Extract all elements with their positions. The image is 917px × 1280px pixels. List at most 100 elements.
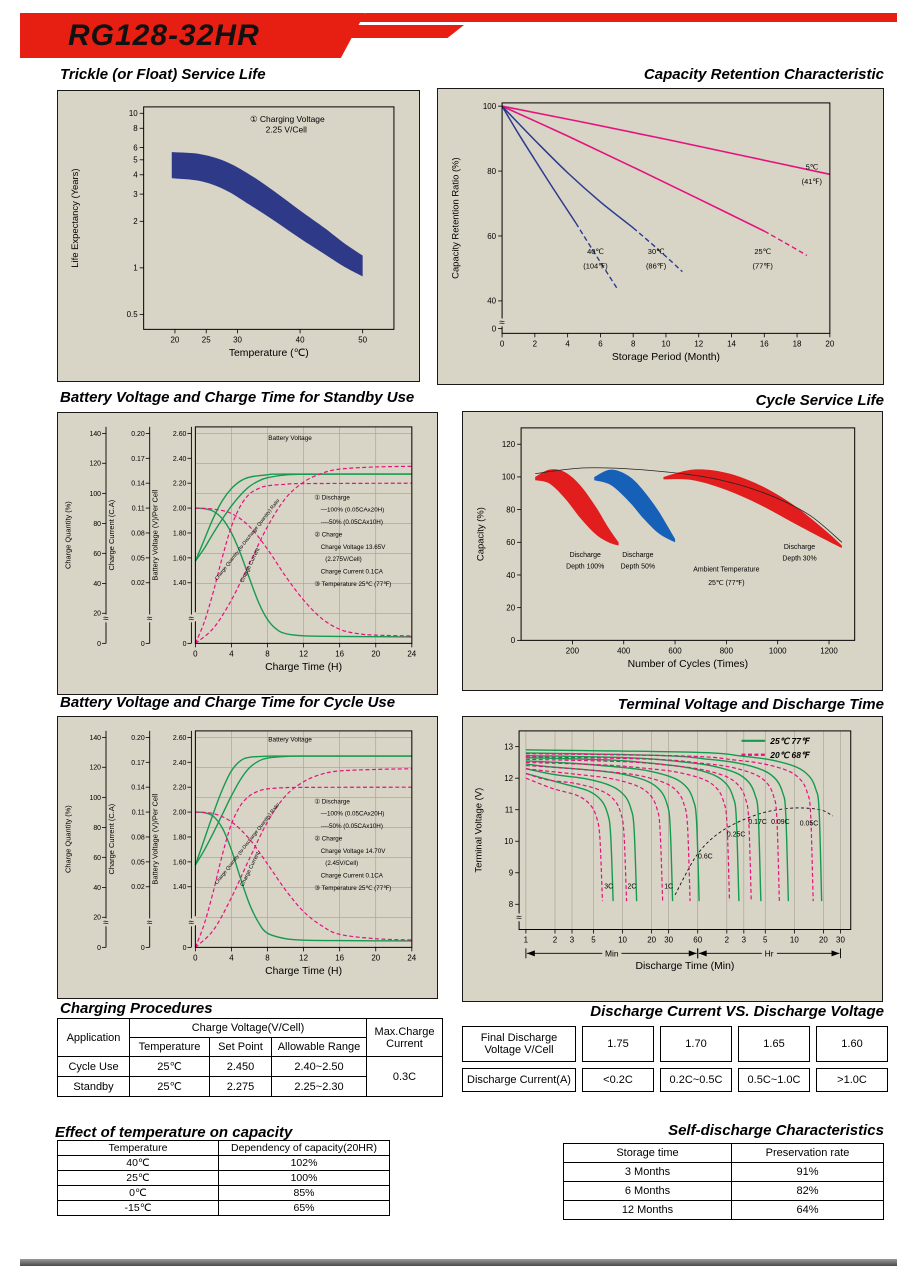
svg-text:≈: ≈: [103, 918, 109, 929]
svg-text:40: 40: [296, 335, 305, 344]
svg-text:9: 9: [509, 869, 514, 878]
svg-text:Charge Quantity (%): Charge Quantity (%): [63, 501, 72, 569]
section-title-self-discharge: Self-discharge Characteristics: [668, 1122, 884, 1139]
svg-text:Charge Current (C.A): Charge Current (C.A): [107, 803, 116, 874]
svg-text:0: 0: [193, 649, 198, 658]
svg-text:Charge Time (H): Charge Time (H): [265, 966, 342, 977]
table-row: 0℃ 85%: [57, 1185, 390, 1201]
svg-text:Charge Current 0.1CA: Charge Current 0.1CA: [321, 568, 384, 575]
svg-text:400: 400: [617, 646, 631, 655]
svg-text:1.80: 1.80: [173, 530, 187, 537]
svg-text:1.40: 1.40: [173, 884, 187, 891]
discharge-current-value: >1.0C: [816, 1068, 888, 1092]
svg-text:0.17: 0.17: [131, 456, 145, 463]
svg-text:(2.45V/Cell): (2.45V/Cell): [325, 860, 358, 867]
svg-text:----50% (0.05CAx10H): ----50% (0.05CAx10H): [321, 519, 383, 526]
svg-text:2: 2: [725, 935, 730, 944]
section-title-trickle-service-life: Trickle (or Float) Service Life: [60, 66, 266, 83]
svg-text:5: 5: [133, 156, 138, 165]
final-discharge-voltage-value: 1.70: [660, 1026, 732, 1062]
svg-text:100: 100: [483, 102, 497, 111]
svg-text:2.20: 2.20: [173, 785, 187, 792]
svg-text:① Discharge: ① Discharge: [314, 494, 350, 501]
svg-text:2: 2: [133, 217, 138, 226]
final-discharge-voltage-value: 1.65: [738, 1026, 810, 1062]
table-row: 6 Months 82%: [563, 1181, 884, 1201]
svg-text:Discharge: Discharge: [784, 544, 815, 551]
svg-text:≈: ≈: [147, 614, 153, 625]
svg-text:4: 4: [229, 649, 234, 658]
svg-text:0: 0: [141, 641, 145, 648]
svg-text:0: 0: [183, 945, 187, 952]
svg-text:Temperature (℃): Temperature (℃): [229, 348, 309, 359]
svg-text:24: 24: [407, 649, 416, 658]
svg-text:14: 14: [727, 339, 736, 348]
svg-text:0: 0: [511, 636, 516, 645]
svg-text:5: 5: [763, 935, 768, 944]
svg-text:0.17C: 0.17C: [748, 819, 767, 826]
svg-text:200: 200: [566, 646, 580, 655]
section-title-discharge-vs-voltage: Discharge Current VS. Discharge Voltage: [590, 1003, 884, 1020]
svg-text:0: 0: [183, 641, 187, 648]
svg-text:0: 0: [97, 945, 101, 952]
svg-text:----50% (0.05CAx10H): ----50% (0.05CAx10H): [321, 823, 383, 830]
svg-text:0.17: 0.17: [131, 760, 145, 767]
svg-text:2C: 2C: [627, 884, 636, 891]
svg-text:120: 120: [89, 765, 101, 772]
chart-terminal-voltage: 1 2 3 5 10 20 30 60 2 3 5 10 20 30 Discharge Time (Min…: [462, 716, 883, 1002]
svg-text:≈: ≈: [147, 918, 153, 929]
temp-capacity-header-dependency: Dependency of capacity(20HR): [218, 1140, 390, 1156]
svg-text:1C: 1C: [664, 884, 673, 891]
svg-text:0.11: 0.11: [132, 810, 145, 817]
svg-text:80: 80: [93, 521, 101, 528]
svg-text:Depth 50%: Depth 50%: [621, 563, 655, 570]
svg-text:10: 10: [618, 935, 627, 944]
svg-text:25: 25: [202, 335, 211, 344]
svg-text:1000: 1000: [769, 646, 787, 655]
svg-text:3C: 3C: [604, 884, 613, 891]
svg-text:Charge Voltage 14.70V: Charge Voltage 14.70V: [321, 848, 386, 855]
chart-charge-cycle-use: 0 4 8 12 16 20 24 Charge Time (H) 140 120 100 80 60 4…: [57, 716, 438, 999]
final-discharge-voltage-value: 1.75: [582, 1026, 654, 1062]
svg-text:20℃ 68℉: 20℃ 68℉: [769, 750, 811, 760]
svg-text:0.20: 0.20: [131, 735, 145, 742]
chart-trickle-service-life: 20 25 30 40 50 Temperature (℃) 10 8 6 5 4 3 2 1 0.5 Lif…: [57, 90, 420, 382]
svg-text:0: 0: [500, 339, 505, 348]
header-strip-wedge: [346, 25, 464, 38]
svg-text:≈: ≈: [499, 317, 505, 328]
svg-text:—100% (0.05CAx20H): —100% (0.05CAx20H): [321, 507, 385, 514]
svg-text:Terminal Voltage (V): Terminal Voltage (V): [472, 788, 483, 873]
preservation-cell: 91%: [731, 1162, 884, 1182]
svg-text:3: 3: [742, 935, 747, 944]
table-row: 25℃ 100%: [57, 1170, 390, 1186]
table-row: Cycle Use 25℃ 2.450 2.40~2.50 0.3C: [57, 1056, 443, 1097]
svg-text:30: 30: [664, 935, 673, 944]
svg-text:10: 10: [504, 837, 513, 846]
svg-text:Capacity Retention Ratio (%): Capacity Retention Ratio (%): [449, 157, 460, 278]
charging-standby-temp: 25℃: [129, 1076, 210, 1097]
svg-text:20: 20: [371, 649, 380, 658]
svg-text:Number of Cycles (Times): Number of Cycles (Times): [628, 659, 748, 670]
temp-capacity-table: Temperature Dependency of capacity(20HR)…: [57, 1140, 390, 1216]
section-title-charge-cycle-use: Battery Voltage and Charge Time for Cycl…: [60, 694, 396, 711]
svg-text:4: 4: [229, 953, 234, 962]
chart-cycle-service-life: 200 400 600 800 1000 1200 Number of Cycles (Ti…: [462, 411, 883, 691]
svg-text:2.40: 2.40: [173, 760, 187, 767]
svg-text:1.80: 1.80: [173, 834, 187, 841]
svg-text:(2.275V/Cell): (2.275V/Cell): [325, 556, 361, 563]
section-title-temp-capacity: Effect of temperature on capacity: [55, 1124, 293, 1141]
svg-text:5℃: 5℃: [806, 162, 819, 171]
svg-text:20: 20: [371, 953, 380, 962]
svg-text:Hr: Hr: [765, 948, 774, 958]
table-row: 40℃ 102%: [57, 1155, 390, 1171]
svg-text:1: 1: [524, 935, 529, 944]
svg-text:120: 120: [89, 461, 101, 468]
discharge-current-label: Discharge Current(A): [462, 1068, 576, 1092]
svg-text:140: 140: [89, 735, 101, 742]
svg-text:0.11: 0.11: [132, 506, 145, 513]
charging-procedures-table: Application Charge Voltage(V/Cell) Max.C…: [57, 1018, 443, 1097]
svg-text:1.60: 1.60: [173, 859, 187, 866]
charging-max-current-header: Max.Charge Current: [366, 1018, 443, 1057]
svg-text:100: 100: [89, 795, 101, 802]
discharge-current-value: <0.2C: [582, 1068, 654, 1092]
